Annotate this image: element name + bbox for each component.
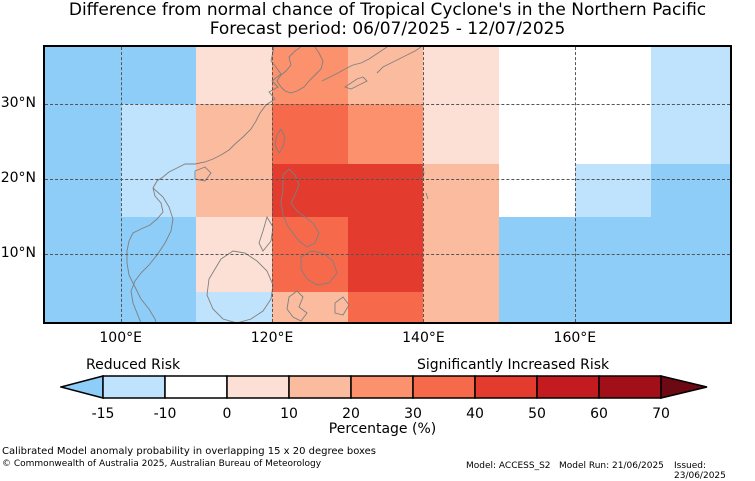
coastline-korea <box>276 47 324 94</box>
grid-cell <box>499 216 575 322</box>
grid-cell <box>347 291 424 322</box>
longitude-label: 100°E <box>99 330 142 346</box>
grid-cell <box>196 47 273 104</box>
colorbar-segment <box>536 375 600 399</box>
grid-cell <box>574 216 651 322</box>
colorbar-extend-high <box>660 375 708 399</box>
colorbar-tick-label: -10 <box>153 406 177 422</box>
colorbar-segment <box>164 375 228 399</box>
grid-cell <box>650 163 730 322</box>
colorbar-tick-label: -15 <box>91 406 115 422</box>
colorbar-tick-label: 40 <box>466 406 484 422</box>
longitude-label: 160°E <box>553 330 597 346</box>
latitude-label: 10°N <box>0 245 36 262</box>
grid-cell <box>196 291 273 322</box>
parallel-line <box>45 103 730 105</box>
grid-cell <box>650 103 730 164</box>
colorbar-tick-label: 60 <box>590 406 608 422</box>
footnote-copyright: © Commonwealth of Australia 2025, Austra… <box>2 459 322 469</box>
coastline-borneo <box>206 250 274 322</box>
latitude-label: 30°N <box>0 94 36 111</box>
coastline-china <box>126 47 282 322</box>
reduced-risk-label: Reduced Risk <box>86 357 181 373</box>
longitude-label: 120°E <box>250 330 294 346</box>
grid-cell <box>423 47 500 164</box>
colorbar-segment <box>288 375 352 399</box>
colorbar-tick-label: 50 <box>528 406 546 422</box>
coastline-philippines <box>258 168 338 286</box>
grid-cell <box>423 163 500 322</box>
coastline-sulawesi <box>286 290 350 322</box>
colorbar-unit-label: Percentage (%) <box>328 421 437 437</box>
meridian-line <box>574 47 576 322</box>
issued-date: Issued: 23/06/2025 <box>674 461 726 481</box>
model-run-date: Model Run: 21/06/2025 <box>559 461 664 471</box>
colorbar-segment <box>350 375 414 399</box>
colorbar-tick-label: 10 <box>280 406 298 422</box>
grid-cell <box>574 47 651 164</box>
colorbar-segment <box>412 375 476 399</box>
colorbar-tick-label: 30 <box>404 406 422 422</box>
meridian-line <box>423 47 425 322</box>
coastline-taiwan <box>274 128 286 154</box>
grid-cell <box>272 163 348 217</box>
coastline-indochina <box>130 187 174 322</box>
grid-cell <box>574 163 651 217</box>
map-panel <box>43 45 732 324</box>
grid-cell <box>347 163 424 292</box>
colorbar-extend-low <box>60 375 104 399</box>
grid-cell <box>272 216 348 292</box>
increased-risk-label: Significantly Increased Risk <box>417 357 610 373</box>
meridian-line <box>120 47 122 322</box>
parallel-line <box>45 178 730 180</box>
colorbar-tick-label: 0 <box>222 406 232 422</box>
colorbar-tick-label: 20 <box>342 406 360 422</box>
colorbar-segment <box>226 375 290 399</box>
grid-cell <box>45 103 121 217</box>
grid-cell <box>650 47 730 104</box>
model-name: Model: ACCESS_S2 <box>466 461 551 471</box>
grid-cell <box>272 103 348 164</box>
grid-cell <box>499 47 575 217</box>
colorbar-segment <box>598 375 662 399</box>
colorbar-tick-label: 70 <box>652 406 670 422</box>
grid-cell <box>120 103 197 217</box>
grid-cell <box>347 103 424 164</box>
colorbar-segment <box>102 375 166 399</box>
longitude-label: 140°E <box>402 330 445 346</box>
chart-title: Difference from normal chance of Tropica… <box>68 0 707 20</box>
colorbar <box>60 375 708 399</box>
latitude-label: 20°N <box>0 169 36 186</box>
grid-cell <box>196 103 273 217</box>
coastline <box>126 47 429 322</box>
forecast-period: Forecast period: 06/07/2025 - 12/07/2025 <box>209 19 566 39</box>
meridian-line <box>272 47 274 322</box>
colorbar-segment <box>474 375 538 399</box>
coastline-japan <box>321 47 422 90</box>
grid-cell <box>272 47 348 104</box>
grid-cell <box>347 47 424 104</box>
coastline-hainan <box>194 166 212 182</box>
footnote-method: Calibrated Model anomaly probability in … <box>2 446 377 457</box>
parallel-line <box>45 254 730 256</box>
